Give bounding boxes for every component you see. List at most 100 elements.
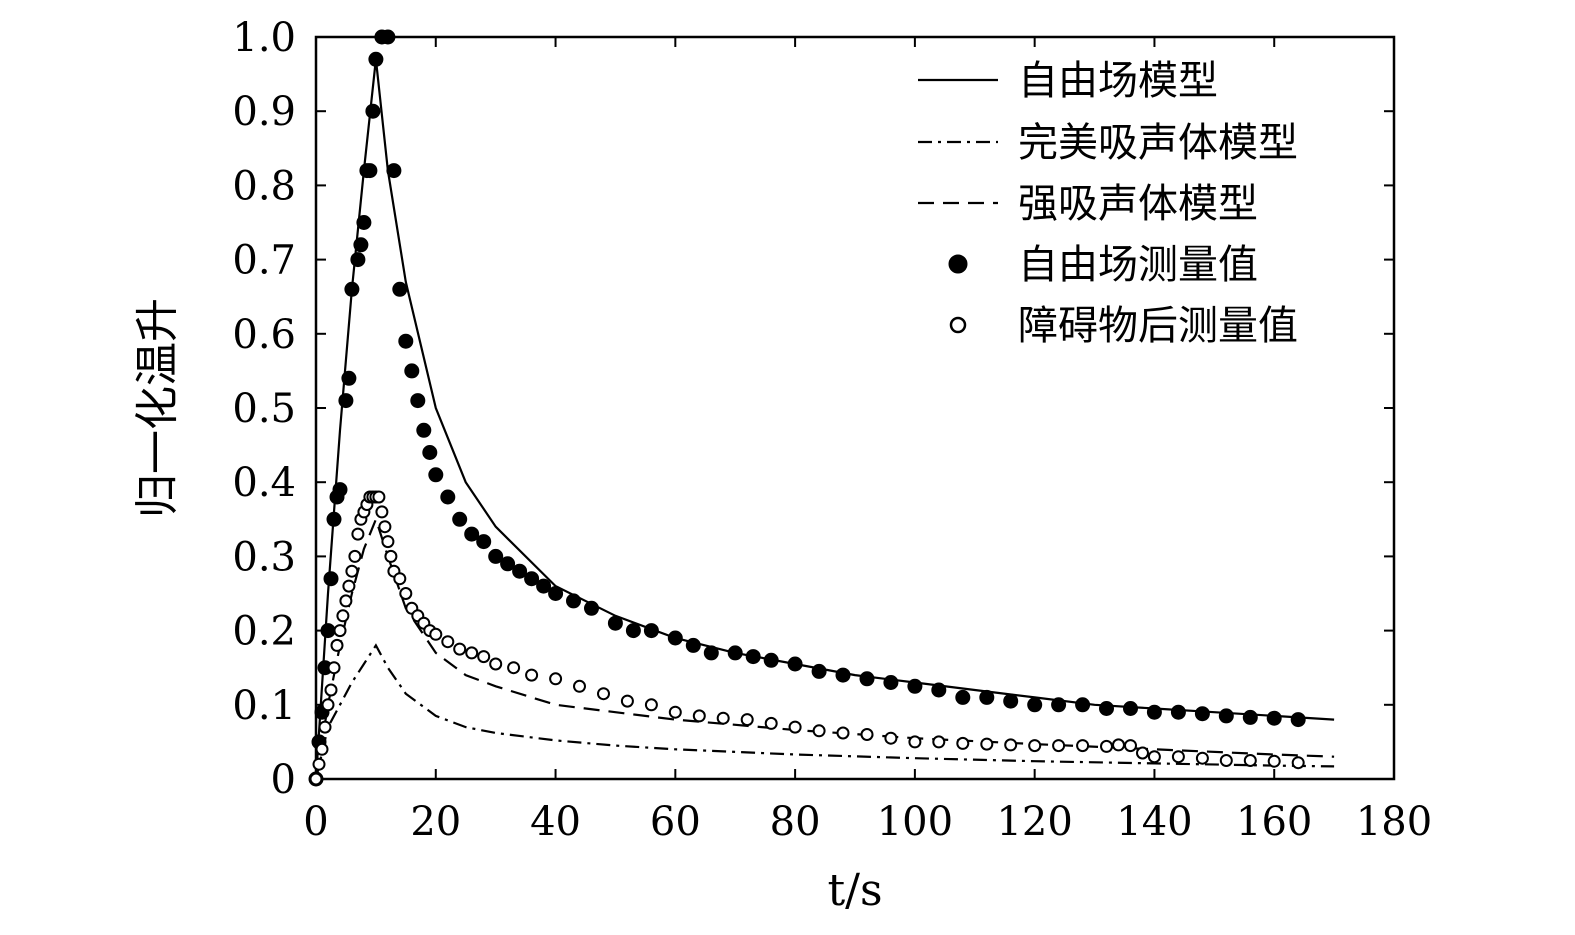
- data-point: [812, 724, 826, 738]
- data-point: [1291, 756, 1305, 770]
- data-point: [324, 683, 338, 697]
- y-tick-label: 0.6: [232, 312, 296, 358]
- data-point: [835, 667, 851, 683]
- data-point: [584, 600, 599, 616]
- y-tick-label: 1.0: [232, 15, 296, 61]
- data-point: [375, 505, 389, 519]
- legend-label: 完美吸声体模型: [1018, 120, 1298, 166]
- data-point: [597, 687, 610, 701]
- data-point: [386, 163, 402, 179]
- x-tick-label: 0: [303, 799, 328, 845]
- data-point: [625, 623, 641, 639]
- legend-marker: [948, 254, 968, 274]
- y-axis-ticks: 0 0.1 0.2 0.3 0.4 0.5 0.6 0.7 0.8 0.9 1.0: [232, 15, 1394, 803]
- data-point: [393, 572, 407, 586]
- data-point: [339, 594, 353, 608]
- series-5: [309, 490, 1305, 786]
- data-point: [1123, 701, 1138, 716]
- data-point: [330, 638, 344, 652]
- series-layer: [308, 29, 1335, 787]
- data-point: [320, 623, 336, 639]
- series-4: [308, 29, 1306, 787]
- x-axis-ticks: 0 20 40 60 80 100 120 140 160 180: [303, 37, 1432, 845]
- data-point: [549, 672, 563, 686]
- data-point: [336, 609, 350, 623]
- y-tick-label: 0.5: [232, 386, 296, 432]
- y-tick-label: 0.4: [232, 460, 296, 506]
- data-point: [955, 689, 971, 705]
- x-tick-label: 80: [770, 799, 821, 845]
- data-point: [381, 535, 395, 549]
- data-point: [500, 556, 516, 572]
- x-tick-label: 120: [996, 799, 1072, 845]
- data-point: [763, 652, 779, 668]
- data-point: [507, 661, 521, 675]
- data-point: [1242, 709, 1258, 725]
- legend-entry: 强吸声体模型: [918, 181, 1258, 227]
- y-tick-label: 0.2: [232, 609, 296, 655]
- data-point: [1195, 751, 1209, 765]
- data-point: [333, 624, 347, 638]
- data-point: [1052, 739, 1066, 753]
- data-point: [365, 103, 381, 119]
- data-point: [740, 713, 754, 727]
- data-point: [788, 720, 802, 734]
- data-point: [1004, 738, 1018, 752]
- data-point: [1076, 739, 1090, 753]
- data-point: [1219, 754, 1233, 767]
- data-point: [422, 445, 438, 460]
- data-point: [488, 548, 504, 564]
- data-point: [318, 720, 332, 734]
- data-point: [745, 649, 761, 665]
- data-point: [692, 709, 706, 723]
- data-point: [428, 467, 444, 483]
- data-point: [440, 489, 456, 505]
- data-point: [883, 675, 899, 690]
- data-point: [416, 422, 432, 438]
- data-point: [342, 579, 356, 593]
- legend-label: 障碍物后测量值: [1018, 303, 1298, 349]
- data-point: [716, 711, 730, 725]
- data-point: [410, 393, 426, 409]
- y-tick-label: 0: [271, 757, 296, 803]
- series-line: [314, 643, 1335, 780]
- data-point: [979, 689, 995, 705]
- data-point: [1124, 739, 1137, 753]
- data-point: [536, 578, 552, 594]
- data-point: [1099, 701, 1114, 716]
- y-tick-label: 0.7: [232, 238, 296, 284]
- data-point: [764, 716, 778, 730]
- data-point: [398, 333, 414, 349]
- data-point: [321, 698, 335, 712]
- legend-entry: 障碍物后测量值: [949, 303, 1298, 349]
- y-axis-title: 归一化温升: [132, 298, 183, 518]
- x-tick-label: 160: [1236, 799, 1312, 845]
- data-point: [811, 663, 827, 679]
- data-point: [512, 563, 528, 579]
- data-point: [372, 490, 386, 504]
- legend-label: 自由场测量值: [1018, 242, 1258, 288]
- y-tick-label: 0.1: [232, 683, 296, 729]
- data-point: [345, 564, 359, 578]
- data-point: [489, 657, 503, 671]
- data-point: [620, 694, 634, 708]
- data-point: [908, 735, 922, 749]
- data-point: [356, 215, 372, 230]
- data-point: [404, 363, 420, 379]
- data-point: [932, 735, 946, 749]
- x-axis-title: t/s: [827, 865, 882, 916]
- data-point: [323, 571, 339, 587]
- y-tick-label: 0.3: [232, 534, 296, 580]
- data-point: [573, 679, 586, 693]
- data-point: [464, 526, 480, 542]
- data-point: [1075, 697, 1091, 713]
- data-point: [667, 630, 683, 646]
- data-point: [566, 593, 581, 609]
- x-tick-label: 140: [1116, 799, 1192, 845]
- legend-entry: 自由场测量值: [948, 242, 1258, 288]
- x-tick-label: 60: [650, 799, 701, 845]
- data-point: [351, 527, 365, 541]
- data-point: [787, 656, 803, 672]
